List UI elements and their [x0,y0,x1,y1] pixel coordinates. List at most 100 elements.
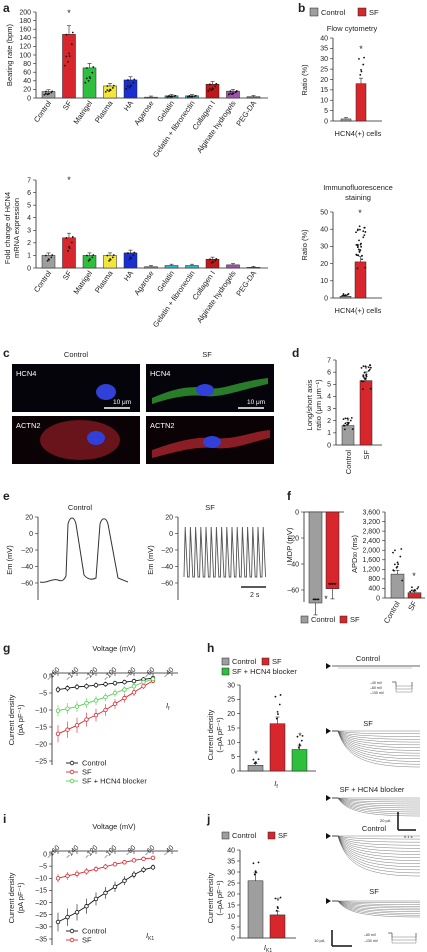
b-bottom-ylabel: Ratio (%) [300,229,309,261]
j-trace-sf [332,900,421,918]
f-apd-point [396,565,399,568]
a-category-label: Plasma [93,98,115,124]
i-point-control [93,896,99,902]
a-top-y-tick-label: 100 [19,52,31,59]
j-trace-control-title: Control [362,824,387,833]
g-point-sf [84,717,89,722]
a-bottom-point [70,241,73,244]
d-y-tick-label: 4 [327,394,331,401]
f-mdp-point [333,582,336,585]
f-apd-point [410,589,413,592]
d-y-tick-label: 0 [327,442,331,449]
g-point-blocker [103,694,108,700]
d-bar [359,380,373,446]
f-mdp-bar [308,511,323,604]
e-y-ticks: 20 0 –20 –40 –60 20 0 –20 –40 –60 [21,514,178,587]
f-apd-categories: Control SF [382,599,419,625]
panel-letter-i: i [3,812,6,826]
panel-h: Control SF SF + HCN4 blocker Current den… [206,654,421,839]
b-bottom-point [360,245,363,248]
j-point [252,862,255,865]
i-point-control [74,910,80,915]
d-point [367,369,370,372]
d-point [363,371,366,374]
a-top-bar [144,96,158,99]
f-apd-y-tick-label: 3,600 [362,509,380,516]
a-top-point [85,77,88,80]
a-bottom-point [133,251,136,254]
panel-letter-h: h [207,641,214,655]
g-point-blocker [112,690,118,696]
e-tick-label-control: 20 [25,514,33,521]
a-top-point [129,84,132,87]
f-apd-y-tick-label: 2,000 [362,548,380,555]
g-point-control [84,684,89,689]
i-ylabel-1: Current density [7,872,16,923]
d-point [347,421,349,424]
a-bottom-y-tick-label: 4 [27,215,31,222]
e-tick-label-control: –40 [21,564,33,571]
b-top-point [360,70,363,73]
b-top-y-tick-label: 25 [320,66,328,73]
a-bottom-bar [144,266,158,269]
h-point [274,695,277,698]
h-point [296,735,299,738]
a-bottom-bar [205,258,220,269]
f-apd-y-tick-label: 3,200 [362,519,380,526]
f-apd-point [417,586,420,588]
d-y-tick-label: 6 [327,369,331,376]
i-point-control [141,867,146,872]
f-mdp-point [312,598,315,601]
a-category-label: HA [122,269,135,283]
h-trace-blocker [332,797,421,817]
a-top-point [133,78,136,81]
a-top-point [71,31,74,34]
a-top-point [70,43,73,46]
a-top-point [87,79,90,82]
a-top-point [88,75,91,78]
a-top-point [231,93,234,95]
h-trace-sf [332,730,421,768]
b-bottom-point [358,239,360,242]
j-y-tick-label: 30 [227,869,235,876]
b-top-y-tick-label: 40 [320,35,328,42]
j-y-tick-label: 35 [227,858,235,865]
f-apd-y-ticks: 0 400 800 1,200 1,600 2,000 2,400 2,800 3,200 3,6… [362,509,385,602]
g-x-tick-label: –160 [45,666,61,682]
g-point-blocker [131,684,137,689]
e-trace-control [39,517,129,583]
h-point [278,703,281,706]
a-bottom-bar [82,255,97,269]
panel-a: Beating rate (bpm) 020406080100120140160… [3,8,268,329]
g-legend-marker [69,778,75,784]
a-top-point [111,86,114,89]
b-bottom-point [355,244,358,246]
h-y-ticks: 0 5 10 15 20 25 30 [227,682,240,775]
i-point-sf [131,858,137,863]
a-bottom-bar [123,252,138,269]
i-point-sf [103,864,108,869]
a-category-label: PEG-DA [234,269,258,298]
a-bottom-point [46,259,49,262]
a-bottom-y-tick-label: 7 [27,177,31,184]
g-point-blocker [150,676,156,682]
h-trace-sf-title: SF [363,719,373,728]
f-apd-category-label: SF [406,599,419,612]
i-x-tick-label: –160 [45,844,61,860]
a-category-label: Agarose [132,269,155,297]
a-top-point [215,82,218,85]
a-top-point [51,90,54,93]
i-y-tick-label: –20 [35,900,47,907]
h-legend-control: Control [232,657,257,666]
d-point [350,416,353,419]
i-xlabel: Voltage (mV) [92,822,136,831]
g-point-control [74,684,80,690]
f-apd-point [394,549,396,552]
a-top-point [46,93,49,96]
e-title-sf: SF [205,503,215,512]
j-ylabel-1: Current density [206,872,215,923]
i-ylabel-2: (pA pF⁻¹) [16,882,25,914]
f-apd-star: * [412,571,416,581]
g-current-label: If [166,701,170,712]
b-bottom-y-tick-label: 10 [320,278,328,285]
